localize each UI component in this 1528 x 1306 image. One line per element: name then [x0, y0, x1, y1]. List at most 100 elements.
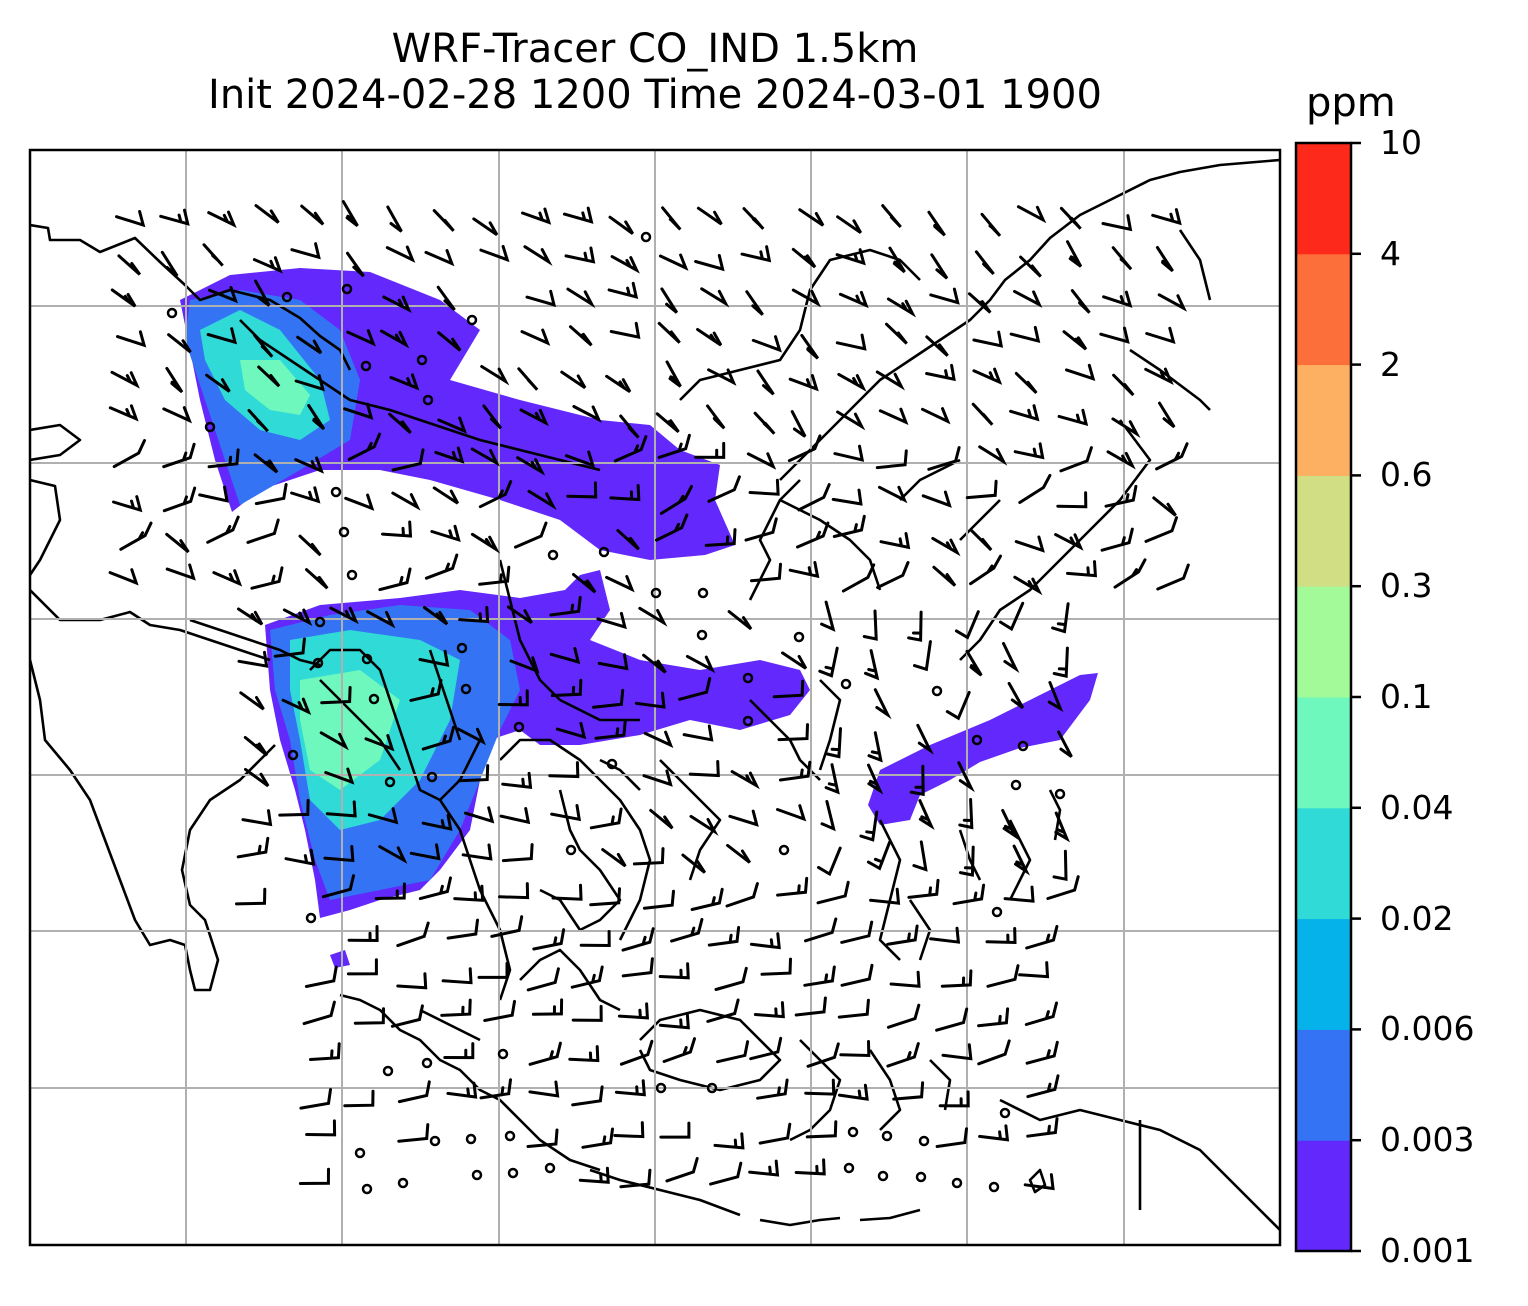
wind-barb	[655, 412, 680, 434]
wind-barb	[341, 200, 359, 227]
wind-barb	[781, 651, 808, 670]
wind-barb	[925, 363, 956, 382]
wind-barb	[1018, 961, 1050, 979]
plume-south-fringe	[330, 950, 350, 968]
wind-barb-calm	[368, 693, 380, 705]
wind-barb	[685, 654, 716, 674]
wind-barb	[526, 1128, 559, 1148]
colorbar-frame	[1294, 141, 1353, 1253]
wind-barb	[713, 1132, 745, 1150]
wind-barb	[605, 374, 632, 393]
wind-barb	[456, 727, 487, 746]
wind-barb	[974, 250, 995, 275]
wind-barb	[797, 483, 831, 512]
colorbar-segment	[1296, 918, 1351, 1030]
wind-barb	[421, 725, 455, 751]
wind-barb	[1152, 496, 1177, 517]
wind-barb	[1025, 1040, 1059, 1065]
colorbar-tick-label: 10	[1380, 123, 1422, 162]
wind-barb	[437, 416, 467, 434]
wind-barb	[116, 330, 147, 348]
wind-barb-calm	[361, 1183, 373, 1195]
wind-barb	[252, 256, 283, 274]
wind-barb	[657, 433, 691, 459]
wind-barb	[748, 1159, 780, 1177]
wind-barb	[824, 763, 840, 795]
wind-barb	[282, 608, 313, 626]
wind-barb-calm	[429, 1135, 441, 1147]
wind-barb	[972, 367, 1003, 385]
wind-barb	[422, 606, 449, 626]
wind-barb	[391, 491, 421, 511]
wind-barb	[621, 957, 654, 978]
wind-barb	[299, 1088, 332, 1110]
wind-barb	[694, 441, 726, 459]
wind-barb	[788, 374, 819, 392]
wind-barb	[742, 207, 765, 230]
wind-barb	[749, 1036, 783, 1061]
wind-barb	[662, 1037, 696, 1063]
wind-barb	[490, 915, 524, 938]
wind-barb	[886, 1003, 921, 1029]
wind-barb	[753, 411, 776, 435]
wind-barb	[434, 446, 465, 464]
wind-barb	[165, 532, 190, 554]
wind-barb	[748, 478, 780, 496]
wind-barb	[875, 449, 908, 470]
wind-barb	[1046, 875, 1080, 900]
coastline-bay-bengal	[309, 648, 512, 1001]
wind-barb	[478, 480, 513, 509]
wind-barb	[1101, 214, 1133, 232]
colorbar-segment	[1296, 586, 1351, 698]
wind-barb	[253, 453, 279, 474]
wind-barb	[246, 518, 280, 544]
wind-barb-calm	[847, 1126, 859, 1138]
wind-barb	[862, 609, 878, 641]
wind-barb	[657, 321, 681, 344]
colorbar	[1296, 141, 1361, 1253]
wind-barb	[886, 1042, 920, 1068]
wind-barb	[907, 610, 923, 642]
wind-barb	[1001, 809, 1019, 841]
wind-barb	[609, 484, 641, 502]
wind-barb	[281, 697, 312, 715]
wind-barb	[727, 610, 753, 631]
wind-barb	[969, 528, 993, 552]
wind-barb	[1062, 330, 1088, 351]
wind-barb	[965, 649, 983, 677]
wind-barb	[479, 244, 510, 263]
wind-barb	[864, 649, 880, 681]
wind-barb	[1111, 417, 1141, 439]
wind-barb	[818, 646, 839, 678]
wind-barb	[320, 686, 352, 705]
wind-barb	[418, 876, 452, 901]
wind-barb	[726, 843, 751, 864]
wind-barb	[658, 253, 689, 271]
wind-barb	[1009, 325, 1041, 344]
wind-barb	[1066, 240, 1083, 268]
wind-barb	[549, 647, 581, 665]
colorbar-tick-label: 0.3	[1380, 566, 1433, 606]
wind-barb	[570, 965, 604, 989]
wind-barb	[978, 445, 1008, 466]
wind-barb	[550, 804, 582, 822]
wind-barb	[396, 972, 428, 990]
map-title-line1: WRF-Tracer CO_IND 1.5km	[391, 26, 919, 72]
wind-barb-calm	[696, 629, 708, 641]
wind-barb-calm	[655, 1082, 667, 1094]
wind-barb	[501, 771, 533, 790]
wind-barb	[409, 843, 441, 861]
wind-barb	[1002, 642, 1020, 674]
wind-barb	[159, 208, 190, 226]
wind-barb	[206, 327, 238, 345]
wind-barb	[658, 962, 690, 980]
wind-barb	[305, 1119, 337, 1137]
wind-barb	[707, 926, 741, 947]
wind-barb	[278, 798, 310, 817]
wind-barb	[162, 442, 196, 469]
wind-barb	[389, 373, 420, 391]
wind-barb	[787, 434, 822, 463]
wind-barb	[632, 847, 665, 866]
wind-barb-calm	[742, 672, 754, 684]
wind-barb	[642, 889, 675, 910]
